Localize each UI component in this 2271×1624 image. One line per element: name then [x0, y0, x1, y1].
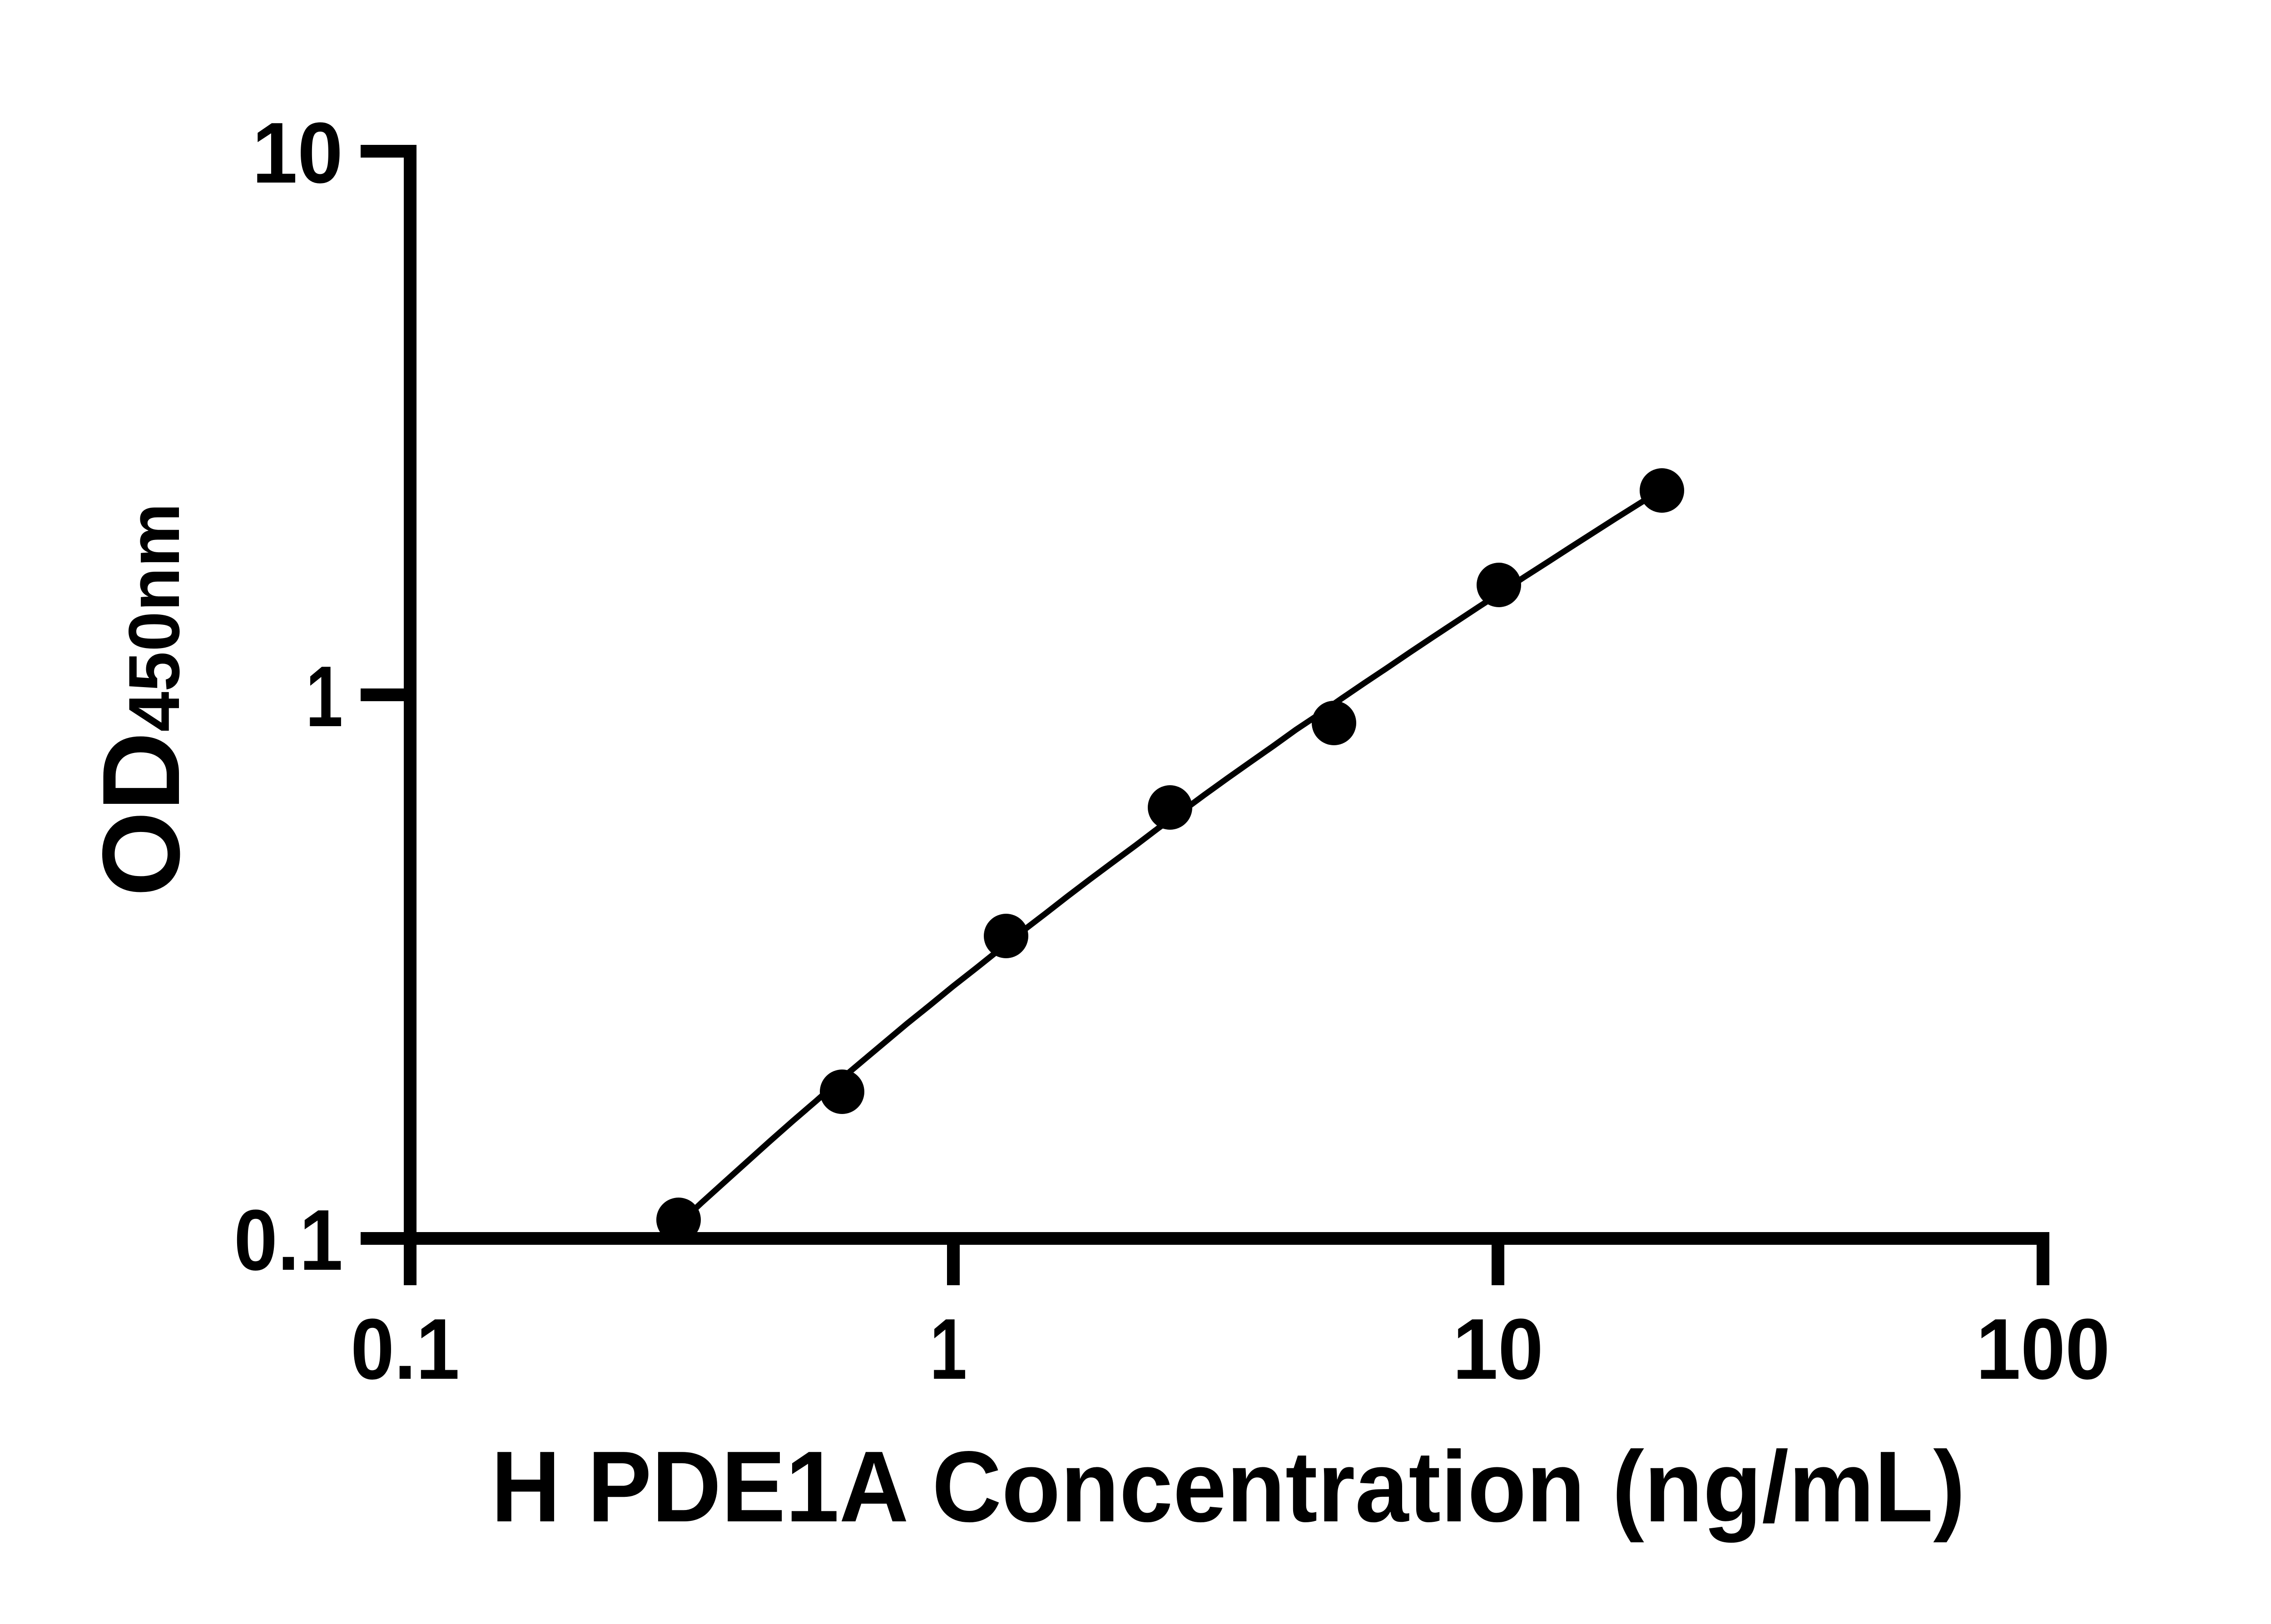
- svg-text:10: 10: [1453, 1301, 1543, 1397]
- svg-text:1: 1: [306, 649, 343, 745]
- svg-text:100: 100: [1976, 1301, 2110, 1397]
- svg-text:H PDE1A Concentration (ng/mL): H PDE1A Concentration (ng/mL): [491, 1431, 1965, 1543]
- svg-text:0.1: 0.1: [234, 1192, 343, 1288]
- svg-text:1: 1: [930, 1301, 967, 1397]
- svg-text:10: 10: [252, 105, 343, 201]
- svg-text:0.1: 0.1: [351, 1301, 460, 1397]
- svg-text:OD450nm: OD450nm: [80, 503, 203, 897]
